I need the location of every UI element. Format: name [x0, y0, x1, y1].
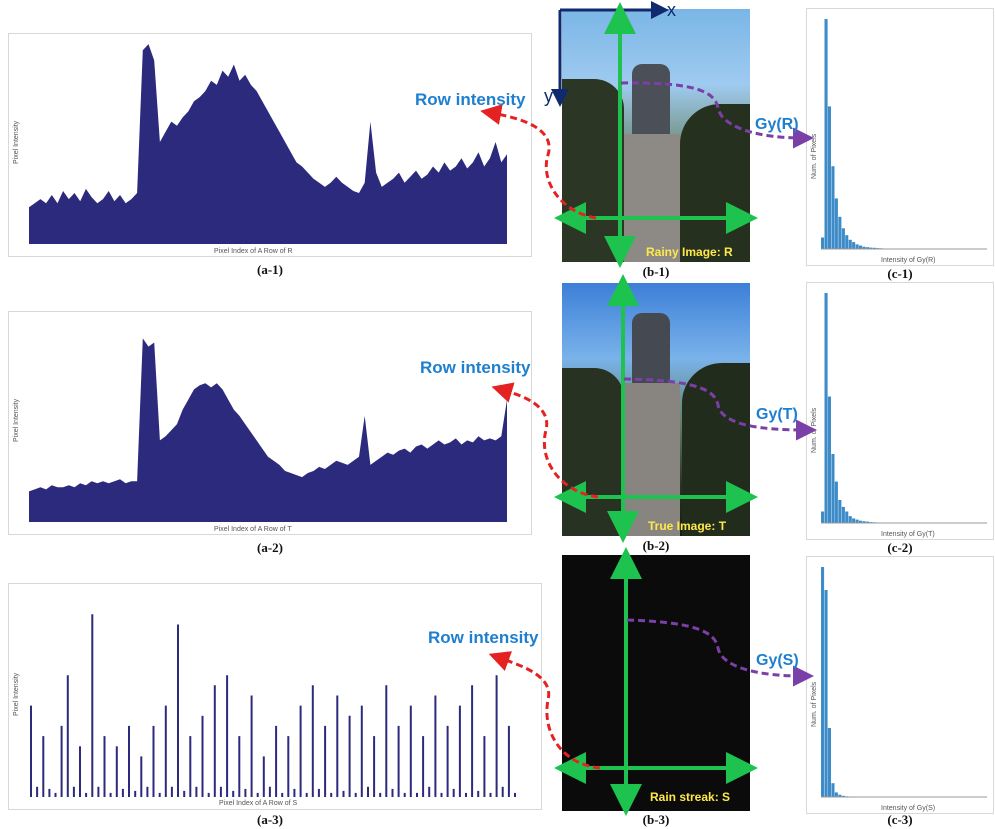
x-axis-label: Pixel Index of A Row of R: [214, 248, 293, 255]
intensity-area: [29, 338, 507, 522]
histogram-bar: [848, 516, 852, 523]
histogram-bar: [866, 247, 870, 249]
caption-c3: (c-3): [887, 812, 913, 827]
row-intensity-label-2: Row intensity: [420, 358, 531, 377]
histogram-bar: [848, 239, 852, 249]
row-intensity-chart-r: [29, 44, 507, 244]
histogram-bar: [855, 244, 859, 249]
tree-silhouette: [562, 368, 624, 536]
y-axis-label: Num. of Pixels: [811, 407, 818, 453]
histogram-bar: [824, 293, 828, 523]
histogram-bar: [845, 511, 849, 523]
caption-b1: (b-1): [642, 264, 670, 279]
gy-label-s: Gy(S): [756, 652, 799, 669]
y-axis-label: Pixel Intensity: [13, 120, 20, 164]
histogram-bar: [838, 500, 842, 523]
histogram-bar: [852, 518, 856, 523]
histogram-bar: [831, 166, 835, 249]
histogram-bar: [872, 247, 876, 249]
tree-silhouette: [680, 104, 750, 262]
row-intensity-label-1: Row intensity: [415, 90, 526, 109]
histogram-bar: [838, 216, 842, 249]
histogram-bar: [841, 506, 845, 523]
x-axis-label: Pixel Index of A Row of S: [219, 800, 298, 807]
histogram-bar: [841, 228, 845, 249]
row-intensity-chart-t: [29, 338, 507, 522]
histogram-bar: [834, 481, 838, 523]
histogram-bar: [859, 520, 863, 523]
histogram-bar: [838, 794, 842, 797]
histogram-bar: [855, 519, 859, 523]
row-intensity-chart-s: [30, 614, 516, 797]
gy-histogram-chart-t: [821, 293, 987, 524]
histogram-bar: [859, 245, 863, 249]
gy-label-r: Gy(R): [755, 116, 799, 133]
histogram-bar: [824, 590, 828, 797]
intensity-area: [29, 44, 507, 244]
tree-silhouette: [562, 79, 624, 262]
rainy-image: [562, 9, 750, 262]
histogram-bar: [827, 106, 831, 250]
histogram-bar: [834, 198, 838, 249]
y-axis-label: Num. of Pixels: [811, 681, 818, 727]
histogram-bar: [831, 783, 835, 797]
y-axis-label: Pixel Intensity: [13, 398, 20, 442]
row-intensity-label-3: Row intensity: [428, 628, 539, 647]
gy-histogram-chart-r: [821, 19, 987, 250]
x-axis-label: Pixel Index of A Row of T: [214, 526, 292, 533]
caption-b2: (b-2): [642, 538, 670, 553]
histogram-bar: [821, 511, 825, 523]
y-axis-label: Num. of Pixels: [811, 133, 818, 179]
histogram-bar: [845, 235, 849, 249]
caption-a2: (a-2): [257, 540, 283, 555]
histogram-bar: [827, 728, 831, 797]
true-image: [562, 283, 750, 536]
gy-histogram-chart-s: [821, 567, 987, 798]
x-axis-label: Intensity of Gy(T): [881, 531, 935, 538]
caption-c1: (c-1): [887, 266, 913, 281]
caption-c2: (c-2): [887, 540, 913, 555]
rainy-image-tag: Rainy Image: R: [646, 245, 733, 259]
row-intensity-plot-t: Pixel Intensity Pixel Index of A Row of …: [8, 311, 532, 535]
x-axis-letter: x: [667, 0, 676, 20]
x-axis-label: Intensity of Gy(S): [881, 805, 936, 812]
gy-histogram-t: Num. of Pixels Intensity of Gy(T): [806, 282, 994, 540]
histogram-bar: [824, 19, 828, 249]
histogram-bar: [821, 567, 825, 797]
histogram-bar: [827, 396, 831, 523]
row-intensity-plot-s: Pixel Intensity Pixel Index of A Row of …: [8, 583, 542, 810]
histogram-bar: [831, 454, 835, 523]
row-intensity-plot-r: Pixel Intensity Pixel Index of A Row of …: [8, 33, 532, 257]
gy-histogram-s: Num. of Pixels Intensity of Gy(S): [806, 556, 994, 814]
rain-streak-image: [562, 555, 750, 811]
histogram-bar: [821, 237, 825, 249]
pedestal: [622, 383, 680, 536]
caption-a3: (a-3): [257, 812, 283, 827]
histogram-bar: [841, 795, 845, 797]
gy-label-t: Gy(T): [756, 406, 798, 423]
histogram-bar: [852, 242, 856, 249]
histogram-bar: [834, 792, 838, 797]
true-image-tag: True Image: T: [648, 519, 727, 533]
histogram-bar: [862, 246, 866, 249]
histogram-bar: [869, 247, 873, 249]
gy-histogram-r: Num. of Pixels Intensity of Gy(R): [806, 8, 994, 266]
rain-streak-tag: Rain streak: S: [650, 790, 731, 804]
caption-a1: (a-1): [257, 262, 283, 277]
histogram-bar: [866, 521, 870, 523]
tree-silhouette: [682, 363, 750, 536]
pedestal: [622, 134, 680, 262]
histogram-bar: [862, 521, 866, 523]
y-axis-letter: y: [544, 86, 553, 106]
caption-b3: (b-3): [642, 812, 670, 827]
y-axis-label: Pixel Intensity: [13, 672, 20, 716]
x-axis-label: Intensity of Gy(R): [881, 257, 936, 264]
